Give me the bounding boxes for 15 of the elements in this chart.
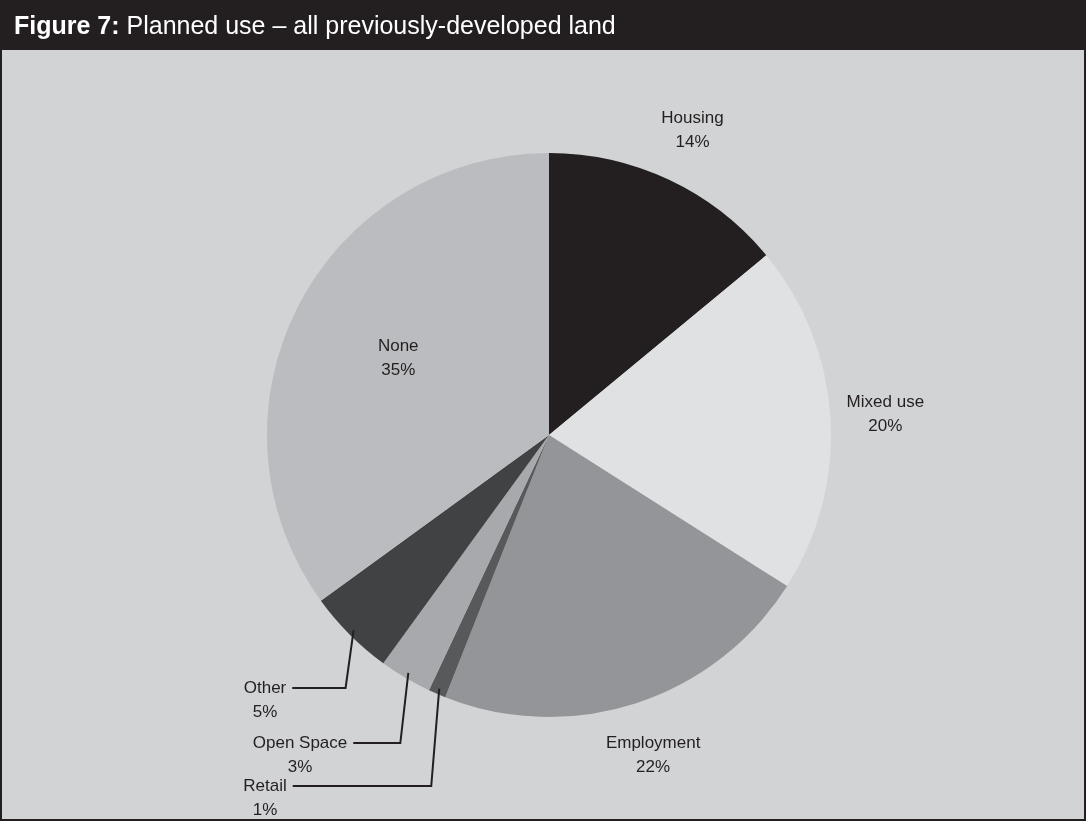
slice-label: Employment — [605, 733, 701, 753]
data-label: 35% — [381, 359, 416, 379]
data-label: 3% — [287, 756, 313, 776]
slice-label: Other — [243, 677, 287, 697]
data-label: 20% — [868, 415, 903, 435]
slice-label: Retail — [243, 775, 287, 795]
data-label: 5% — [252, 701, 278, 721]
chart-title: Figure 7: Planned use – all previously-developed land — [14, 11, 616, 39]
slice-label: Open Space — [252, 732, 348, 752]
slice-label: Housing — [661, 107, 724, 127]
slice-label: None — [377, 335, 419, 355]
slice-label: Mixed use — [846, 391, 925, 411]
data-label: 22% — [636, 757, 671, 777]
data-label: 14% — [675, 131, 710, 151]
data-label: 1% — [252, 799, 278, 819]
